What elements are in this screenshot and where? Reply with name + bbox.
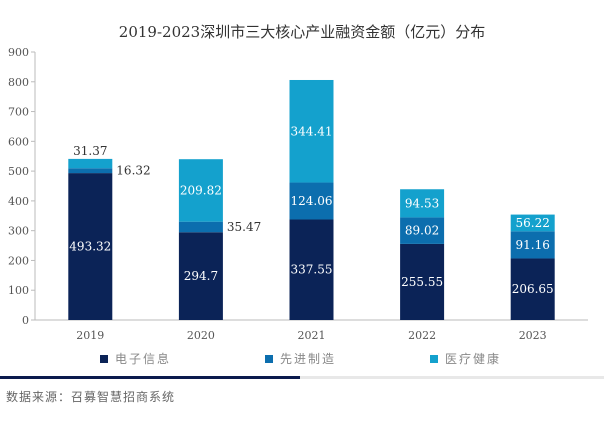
bar-segment: [289, 79, 334, 183]
x-tick-label: 2022: [408, 329, 436, 342]
bar-segment: [400, 189, 445, 218]
bar-segment: [400, 217, 445, 244]
data-label: 124.06: [291, 194, 333, 208]
y-tick-label: 500: [8, 165, 29, 178]
bar-segment: [178, 221, 223, 233]
bar-segment: [510, 258, 555, 320]
legend-swatch: [430, 355, 438, 363]
data-label: 255.55: [401, 275, 443, 289]
bar-segment: [510, 214, 555, 232]
y-tick-label: 600: [8, 135, 29, 148]
divider-light: [300, 376, 604, 379]
y-tick-label: 100: [8, 284, 29, 297]
bar-segment: [178, 232, 223, 320]
y-tick-label: 200: [8, 254, 29, 267]
data-label: 344.41: [291, 124, 333, 138]
bar-segment: [289, 219, 334, 320]
y-tick-label: 900: [8, 46, 29, 59]
bar-segment: [510, 231, 555, 259]
legend-swatch: [265, 355, 273, 363]
data-label: 31.37: [73, 144, 107, 158]
bar-segment: [289, 182, 334, 220]
x-tick-label: 2021: [298, 329, 326, 342]
bar-segment: [178, 159, 223, 222]
y-tick-label: 400: [8, 195, 29, 208]
data-label: 94.53: [405, 196, 439, 210]
data-label: 89.02: [405, 224, 439, 238]
data-label: 294.7: [184, 269, 218, 283]
data-label: 337.55: [291, 263, 333, 277]
legend-swatch: [100, 355, 108, 363]
y-tick-label: 700: [8, 106, 29, 119]
bar-segment: [400, 243, 445, 320]
source-note: 数据来源：召募智慧招商系统: [6, 390, 176, 404]
bar-segment: [68, 173, 113, 320]
bar-segment: [68, 168, 113, 174]
data-label: 56.22: [516, 216, 550, 230]
legend-label: 先进制造: [280, 352, 336, 366]
divider-dark: [0, 376, 300, 379]
data-label: 16.32: [116, 164, 150, 178]
legend-label: 电子信息: [115, 351, 171, 366]
data-label: 493.32: [69, 240, 111, 254]
chart-title: 2019-2023深圳市三大核心产业融资金额（亿元）分布: [119, 23, 485, 41]
data-label: 91.16: [516, 238, 550, 252]
data-label: 35.47: [227, 220, 261, 234]
x-tick-label: 2019: [76, 329, 104, 342]
y-tick-label: 0: [22, 314, 29, 327]
y-tick-label: 800: [8, 76, 29, 89]
data-label: 206.65: [512, 282, 554, 296]
x-tick-label: 2020: [187, 329, 215, 342]
bar-segment: [68, 158, 113, 169]
x-tick-label: 2023: [519, 329, 547, 342]
legend-label: 医疗健康: [445, 351, 501, 366]
data-label: 209.82: [180, 183, 222, 197]
y-tick-label: 300: [8, 225, 29, 238]
